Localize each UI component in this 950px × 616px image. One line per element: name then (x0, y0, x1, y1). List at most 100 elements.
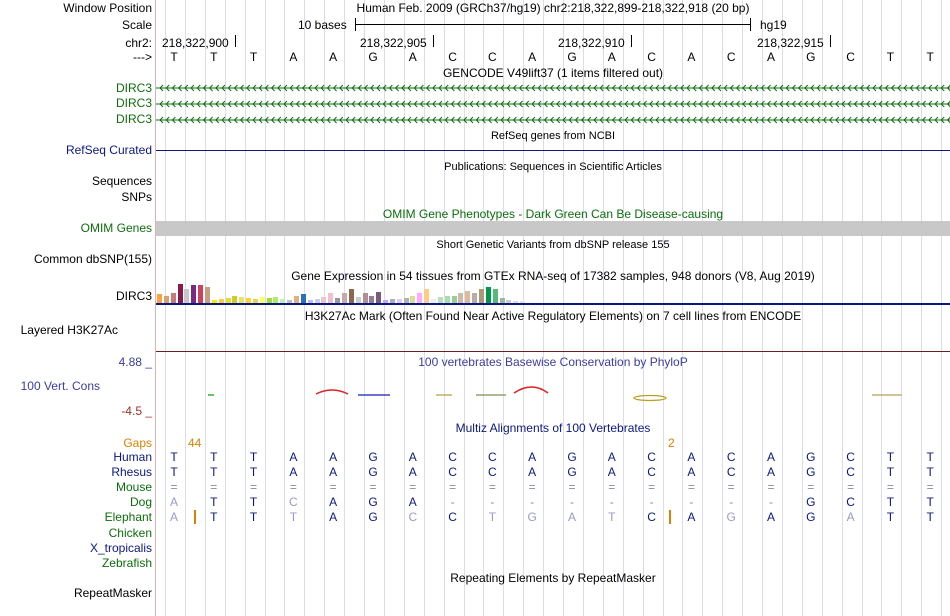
omim-track-title[interactable]: OMIM Gene Phenotypes - Dark Green Can Be… (382, 207, 724, 221)
gtex-tissue-bar[interactable] (437, 297, 443, 303)
gtex-tissue-bar[interactable] (204, 287, 210, 303)
gtex-tissue-bar[interactable] (348, 289, 354, 303)
gtex-tissue-bar[interactable] (157, 294, 162, 303)
h3k27ac-track-label[interactable]: Layered H3K27Ac (20, 323, 118, 337)
repeatmasker-track-label[interactable]: RepeatMasker (73, 586, 152, 600)
gtex-tissue-bar[interactable] (341, 293, 347, 303)
omim-gene-bar[interactable] (156, 221, 950, 236)
gtex-tissue-bar[interactable] (177, 284, 183, 303)
gtex-tissue-bar[interactable] (170, 293, 176, 303)
gtex-tissue-bar[interactable] (259, 297, 265, 303)
scale-label[interactable]: Scale (121, 18, 152, 32)
gtex-tissue-bar[interactable] (403, 298, 409, 303)
gtex-tissue-bar[interactable] (287, 300, 293, 303)
gtex-tissue-bar[interactable] (369, 296, 375, 303)
gtex-tissue-bar[interactable] (376, 292, 382, 303)
gtex-tissue-bar[interactable] (191, 285, 197, 303)
species-label[interactable]: Zebrafish (101, 555, 152, 570)
gtex-tissue-bar[interactable] (410, 296, 416, 303)
publications-label-sequences[interactable]: Sequences (91, 174, 152, 188)
gtex-tissue-bar[interactable] (478, 289, 484, 303)
cons-wiggle[interactable] (156, 370, 950, 410)
gtex-tissue-bar[interactable] (520, 301, 526, 303)
cons-track-label[interactable]: 100 Vert. Cons (20, 379, 100, 393)
omim-track-label[interactable]: OMIM Genes (80, 221, 152, 235)
multiz-track-title[interactable]: Multiz Alignments of 100 Vertebrates (455, 421, 651, 435)
publications-track-title[interactable]: Publications: Sequences in Scientific Ar… (444, 161, 662, 173)
gtex-tissue-bar[interactable] (307, 300, 313, 303)
gtex-tissue-bar[interactable] (232, 296, 238, 303)
dbsnp-track-label[interactable]: Common dbSNP(155) (33, 252, 152, 266)
species-label[interactable]: X_tropicalis (89, 540, 152, 555)
gtex-tissue-bar[interactable] (431, 299, 436, 303)
gtex-tissue-bar[interactable] (300, 294, 306, 303)
species-label[interactable]: Mouse (115, 480, 152, 495)
gencode-item-label[interactable]: DIRC3 (115, 81, 152, 95)
gtex-tissue-bar[interactable] (246, 298, 252, 303)
repeatmasker-track-title[interactable]: Repeating Elements by RepeatMasker (450, 571, 656, 585)
gencode-item-label[interactable]: DIRC3 (115, 112, 152, 126)
gencode-track-title[interactable]: GENCODE V49lift37 (1 items filtered out) (442, 66, 664, 80)
strand-label[interactable]: ---> (133, 50, 152, 64)
species-label[interactable]: Elephant (104, 510, 152, 525)
gtex-tissue-bar[interactable] (417, 293, 423, 303)
refseq-track-title[interactable]: RefSeq genes from NCBI (490, 130, 616, 142)
species-label[interactable]: Chicken (108, 525, 152, 540)
gtex-tissue-bar[interactable] (355, 297, 361, 303)
gtex-tissue-bar[interactable] (362, 293, 368, 303)
gtex-tissue-bar[interactable] (294, 296, 299, 303)
gtex-tissue-bar[interactable] (218, 299, 224, 303)
species-label[interactable]: Rhesus (111, 465, 152, 480)
gtex-expression-bars[interactable] (156, 284, 950, 304)
dbsnp-track-title[interactable]: Short Genetic Variants from dbSNP releas… (436, 239, 670, 251)
gaps-label[interactable]: Gaps (123, 436, 152, 450)
publications-label-snps[interactable]: SNPs (121, 190, 152, 204)
gtex-tissue-bar[interactable] (225, 298, 231, 303)
gtex-tissue-bar[interactable] (328, 293, 334, 303)
refseq-track-label[interactable]: RefSeq Curated (65, 143, 152, 157)
gtex-tissue-bar[interactable] (198, 285, 204, 303)
gtex-track-title[interactable]: Gene Expression in 54 tissues from GTEx … (291, 269, 815, 283)
gtex-tissue-bar[interactable] (424, 289, 430, 303)
window-position-label[interactable]: Window Position (63, 1, 152, 15)
gtex-tissue-bar[interactable] (451, 296, 457, 303)
gencode-transcripts[interactable] (156, 84, 950, 124)
species-label[interactable]: Dog (129, 495, 152, 510)
gtex-tissue-bar[interactable] (465, 291, 471, 303)
refseq-intron-line[interactable] (156, 150, 950, 151)
gtex-tissue-bar[interactable] (314, 299, 320, 303)
h3k27ac-track-title[interactable]: H3K27Ac Mark (Often Found Near Active Re… (304, 309, 802, 323)
strand-chevron (878, 84, 883, 92)
gtex-tissue-bar[interactable] (211, 300, 217, 303)
gtex-tissue-bar[interactable] (458, 293, 464, 303)
gencode-gene-models[interactable] (156, 80, 950, 128)
gtex-tissue-bar[interactable] (499, 298, 505, 303)
gencode-item-label[interactable]: DIRC3 (115, 96, 152, 110)
gtex-tissue-bar[interactable] (492, 289, 498, 303)
gtex-tissue-bar[interactable] (273, 297, 279, 303)
strand-chevron (481, 84, 486, 92)
gtex-tissue-bar[interactable] (485, 287, 491, 303)
chrom-label[interactable]: chr2: (125, 36, 152, 50)
gtex-track-label[interactable]: DIRC3 (115, 289, 152, 303)
gtex-tissue-bar[interactable] (472, 293, 478, 303)
gtex-tissue-bar[interactable] (389, 299, 395, 303)
gtex-gene-line[interactable] (156, 303, 950, 305)
gtex-tissue-bar[interactable] (239, 297, 245, 303)
gtex-tissue-bar[interactable] (335, 298, 341, 303)
gtex-tissue-bar[interactable] (163, 296, 169, 303)
gtex-tissue-bar[interactable] (252, 299, 258, 303)
gtex-tissue-bar[interactable] (280, 299, 286, 303)
gtex-tissue-bar[interactable] (513, 301, 519, 303)
gtex-tissue-bar[interactable] (184, 289, 190, 303)
gtex-tissue-bar[interactable] (396, 299, 402, 303)
gtex-tissue-bar[interactable] (266, 298, 272, 303)
species-label[interactable]: Human (113, 450, 152, 464)
cons-track-title[interactable]: 100 vertebrates Basewise Conservation by… (418, 355, 688, 369)
gtex-tissue-bar[interactable] (321, 297, 327, 303)
gtex-tissue-bar[interactable] (506, 300, 512, 303)
gtex-tissue-bar[interactable] (444, 296, 450, 303)
gridline (762, 0, 763, 616)
gtex-tissue-bar[interactable] (383, 300, 389, 303)
